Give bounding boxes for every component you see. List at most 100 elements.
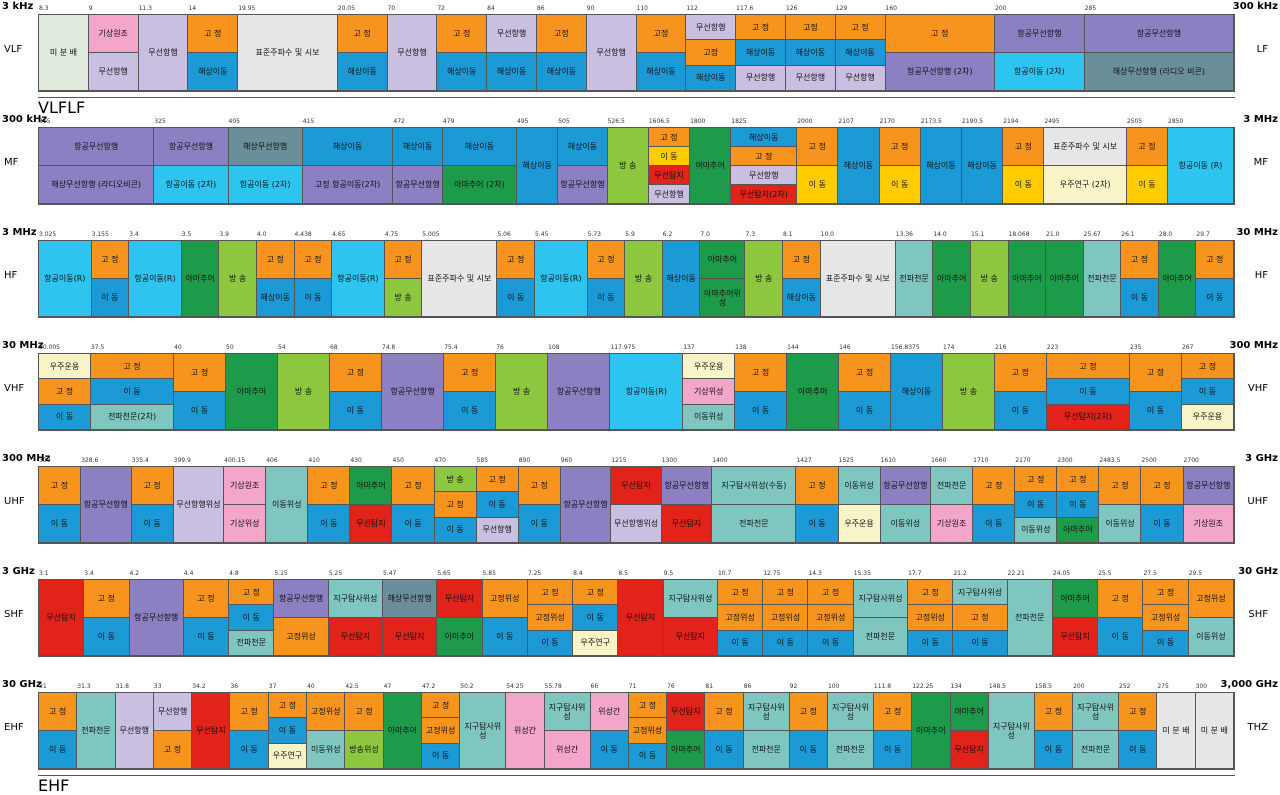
band-start: 3 MHz: [2, 227, 37, 238]
service-cell: 고정위성: [527, 605, 574, 631]
frequency-label: 21.0: [1046, 231, 1060, 238]
service-cell: 아마추어: [350, 467, 393, 505]
service-cell: 우주연구: [268, 743, 308, 769]
allocation-segment: 148.5 지구탐사위성: [988, 683, 1035, 769]
frequency-label: 4.75: [384, 231, 399, 238]
allocation-segment: 1825 해상이동 고 정 무선항행 무선탐지(2차): [731, 118, 798, 204]
service-cell: 이 동: [1015, 492, 1058, 518]
allocation-segment: 15.1 방 송: [970, 231, 1009, 317]
service-cell: 고 정: [1003, 128, 1045, 166]
service-cell: 방 송: [219, 241, 257, 317]
service-cell: 무선항행: [648, 185, 691, 204]
service-cell: 아마추어위성: [700, 279, 746, 317]
service-cell: 이 동: [174, 392, 227, 430]
allocation-segment: 1610 항공무선항행 이동위성: [880, 457, 932, 543]
frequency-label: 40: [174, 344, 182, 351]
frequency-label: 2107: [838, 118, 854, 125]
frequency-label: 8.5: [618, 570, 628, 577]
service-cell: 고 정: [1034, 693, 1074, 731]
allocation-segment: 13.36 전파천문: [895, 231, 934, 317]
allocation-segment: 1660 전파천문 기상원조: [931, 457, 974, 543]
frequency-label: 110: [636, 5, 648, 12]
frequency-label: 50.2: [460, 683, 474, 690]
allocation-segment: 2495 표준주파수 및 시보 우주연구 (2차): [1044, 118, 1127, 204]
service-cell: 지구탐사위성: [988, 693, 1035, 769]
frequency-label: 54.25: [506, 683, 524, 690]
service-cell: 고 정: [84, 580, 130, 618]
service-cell: 지구탐사위성: [328, 580, 383, 618]
allocation-segment: 174 방 송: [942, 344, 995, 430]
frequency-label: 70: [387, 5, 396, 12]
service-cell: 고 정: [731, 147, 798, 166]
service-cell: 고 정: [329, 354, 382, 392]
frequency-label: 31.8: [115, 683, 129, 690]
service-cell: 지구탐사위성: [953, 580, 1008, 606]
service-cell: 해상이동: [536, 53, 587, 91]
allocation-segment: 31.3 전파천문: [77, 683, 116, 769]
service-cell: 항공무선항행: [1183, 467, 1235, 505]
allocation-segment: 6.2 해상이동: [662, 231, 701, 317]
frequency-label: 472: [393, 118, 405, 125]
frequency-label: 13.36: [895, 231, 913, 238]
service-cell: 해상이동: [393, 128, 443, 166]
service-cell: 이 동: [628, 743, 668, 769]
service-cell: 무선항행: [476, 517, 519, 543]
frequency-label: 479: [442, 118, 455, 125]
service-cell: 무선탐지: [192, 693, 231, 769]
service-cell: 이 동: [1130, 392, 1182, 430]
frequency-label: 86: [743, 683, 752, 690]
service-cell: 기상원조: [88, 15, 139, 53]
frequency-label: 406: [266, 457, 278, 464]
service-cell: 고 정: [230, 693, 269, 731]
service-cell: 고정: [536, 15, 587, 53]
frequency-label: 252: [1119, 683, 1131, 690]
service-cell: 고 정: [1015, 467, 1058, 493]
service-cell: 해상이동: [783, 279, 821, 317]
service-cell: 방 송: [625, 241, 663, 317]
frequency-label: 14.3: [808, 570, 822, 577]
service-cell: 이 동: [763, 630, 809, 656]
frequency-label: 2300: [1057, 457, 1073, 464]
allocation-segment: 2483.5 고 정 이동위성: [1099, 457, 1142, 543]
allocation-segment: 70 무선항행: [387, 5, 438, 91]
service-cell: 항공무선항행: [274, 580, 329, 618]
frequency-label: 5.65: [437, 570, 451, 577]
frequency-label: 300: [1195, 683, 1208, 690]
frequency-label: 31: [39, 683, 47, 690]
frequency-label: 5.06: [497, 231, 511, 238]
service-cell: 이 동: [1119, 731, 1158, 769]
frequency-label: 30.005: [39, 344, 60, 351]
service-cell: 기상원조: [931, 505, 974, 543]
frequency-label: 495: [517, 118, 529, 125]
service-cell: 무선항행: [686, 15, 737, 41]
allocation-segment: 5.45 항공이동(R): [535, 231, 588, 317]
band-name: MF: [4, 157, 19, 168]
frequency-label: 223: [1046, 344, 1059, 351]
frequency-label: 7.0: [700, 231, 710, 238]
band-scale: VLF LF: [38, 97, 1235, 117]
allocation-segment: 10.7 고 정 고정위성 이 동: [717, 570, 764, 656]
allocation-segment: 50 아마추어: [226, 344, 278, 430]
allocation-segment: 1400 지구탐사위성(수동) 전파천문: [712, 457, 797, 543]
band-strip: 315 항공무선항행 해상무선항행 (라디오비콘) 325 항공무선항행 항공이동 (2차…: [38, 118, 1235, 205]
allocation-segment: 479 해상이동 아마추어 (2차): [442, 118, 517, 204]
frequency-label: 3.4: [129, 231, 139, 238]
service-cell: 항공이동(R): [39, 241, 92, 317]
service-cell: 이 동: [91, 279, 130, 317]
service-cell: 고 정: [256, 241, 295, 279]
allocation-segment: 3.9 방 송: [219, 231, 257, 317]
service-cell: 고 정: [736, 15, 786, 41]
frequency-label: 37.5: [90, 344, 105, 351]
service-cell: 고 정: [183, 580, 230, 618]
service-cell: 해상이동: [835, 40, 886, 66]
frequency-label: 328.6: [81, 457, 99, 464]
service-cell: 이 동: [131, 505, 174, 543]
